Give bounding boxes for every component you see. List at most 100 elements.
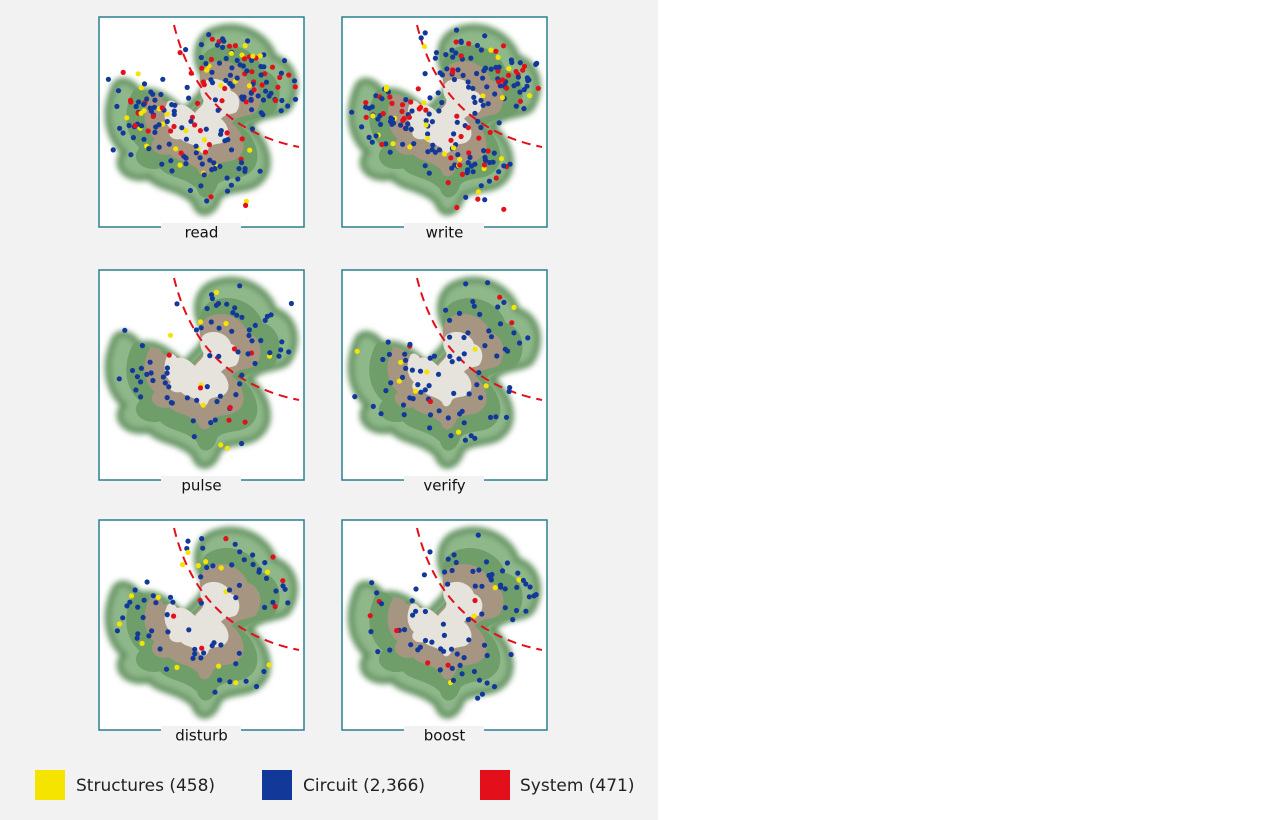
point bbox=[278, 347, 284, 353]
point bbox=[201, 172, 207, 178]
point bbox=[128, 152, 134, 158]
point bbox=[475, 189, 481, 195]
point bbox=[155, 594, 161, 600]
point bbox=[208, 292, 215, 298]
point bbox=[407, 144, 413, 150]
point bbox=[472, 99, 478, 105]
point bbox=[516, 340, 523, 346]
point bbox=[172, 102, 178, 108]
point bbox=[513, 103, 519, 109]
point bbox=[218, 128, 224, 134]
point bbox=[464, 170, 470, 176]
point bbox=[413, 608, 419, 614]
point bbox=[463, 194, 469, 200]
point bbox=[447, 353, 453, 359]
point bbox=[447, 317, 453, 323]
point bbox=[454, 651, 460, 657]
point bbox=[229, 65, 235, 71]
point bbox=[219, 98, 225, 104]
boundary bbox=[173, 24, 300, 148]
point bbox=[455, 67, 461, 73]
point bbox=[448, 155, 454, 161]
point bbox=[185, 538, 191, 544]
point bbox=[449, 47, 455, 53]
point bbox=[292, 96, 299, 102]
point bbox=[448, 433, 454, 439]
point bbox=[148, 370, 154, 376]
point bbox=[258, 110, 264, 116]
point bbox=[224, 188, 231, 194]
point bbox=[256, 569, 262, 575]
point bbox=[416, 106, 422, 112]
point bbox=[184, 545, 190, 552]
point bbox=[454, 204, 460, 211]
point bbox=[517, 60, 523, 66]
point bbox=[194, 397, 200, 403]
point bbox=[144, 371, 150, 377]
point bbox=[445, 662, 451, 668]
point bbox=[487, 414, 494, 420]
point bbox=[207, 353, 213, 359]
point bbox=[156, 144, 162, 150]
point bbox=[440, 621, 446, 627]
point bbox=[127, 599, 133, 605]
point bbox=[472, 110, 478, 116]
point bbox=[426, 170, 432, 176]
point bbox=[133, 103, 139, 110]
point bbox=[157, 646, 163, 652]
point bbox=[524, 83, 530, 89]
point bbox=[166, 352, 172, 358]
point bbox=[208, 420, 214, 426]
point bbox=[488, 47, 494, 53]
point bbox=[216, 60, 223, 66]
point bbox=[150, 593, 156, 599]
point bbox=[511, 83, 517, 89]
point bbox=[285, 103, 291, 109]
point bbox=[455, 152, 461, 158]
point bbox=[160, 374, 166, 380]
point bbox=[406, 114, 412, 120]
point bbox=[188, 118, 194, 124]
point bbox=[208, 56, 214, 63]
point bbox=[425, 131, 431, 137]
point bbox=[250, 552, 256, 558]
point bbox=[240, 63, 246, 69]
point bbox=[159, 105, 165, 111]
point bbox=[418, 35, 424, 41]
point bbox=[390, 120, 397, 126]
point bbox=[156, 122, 162, 128]
point bbox=[377, 121, 384, 127]
point bbox=[436, 147, 443, 153]
point bbox=[485, 280, 491, 286]
point bbox=[168, 128, 174, 134]
point bbox=[165, 629, 171, 635]
point bbox=[445, 180, 451, 186]
point bbox=[183, 128, 189, 134]
point bbox=[398, 359, 404, 365]
point bbox=[432, 55, 438, 61]
point bbox=[460, 72, 466, 78]
point bbox=[186, 95, 192, 101]
point bbox=[521, 63, 528, 69]
point bbox=[227, 679, 233, 685]
point bbox=[286, 349, 292, 355]
point bbox=[485, 101, 491, 107]
point bbox=[484, 652, 490, 659]
point bbox=[183, 155, 189, 161]
point bbox=[223, 77, 229, 83]
point bbox=[120, 130, 126, 136]
point bbox=[479, 691, 485, 697]
point bbox=[417, 368, 424, 374]
point bbox=[451, 552, 457, 558]
point bbox=[127, 97, 134, 103]
point bbox=[250, 53, 256, 59]
point bbox=[513, 68, 519, 75]
point bbox=[243, 202, 249, 208]
point bbox=[140, 614, 146, 621]
point bbox=[439, 99, 445, 106]
panel-label: verify bbox=[423, 477, 465, 495]
point bbox=[200, 402, 206, 408]
point bbox=[259, 82, 265, 88]
point bbox=[495, 54, 501, 61]
point bbox=[533, 61, 539, 67]
